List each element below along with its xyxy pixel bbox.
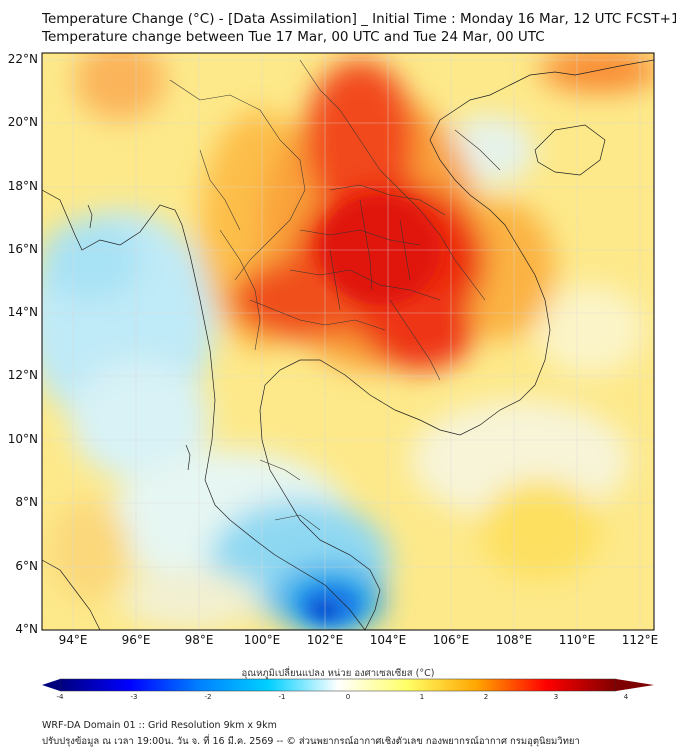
footer-model-info: WRF-DA Domain 01 :: Grid Resolution 9km …: [42, 720, 277, 731]
chart-subtitle: Temperature change between Tue 17 Mar, 0…: [42, 29, 545, 45]
lat-label: 8°N: [15, 495, 38, 509]
colorbar-tick: -2: [204, 693, 212, 701]
lat-label: 22°N: [7, 52, 38, 66]
lat-label: 6°N: [15, 559, 38, 573]
colorbar-tick: -4: [56, 693, 64, 701]
colorbar-title: อุณหภูมิเปลี่ยนแปลง หน่วย องศาเซลเซียส (…: [241, 668, 435, 679]
lat-label: 4°N: [15, 622, 38, 636]
lat-label: 14°N: [7, 305, 38, 319]
temperature-field: [42, 53, 654, 630]
footer-credit: ปรับปรุงข้อมูล ณ เวลา 19:00น. วัน จ. ที่…: [42, 736, 580, 747]
gridlines: [42, 53, 654, 630]
colorbar-tick: 3: [553, 693, 559, 701]
lon-label: 96°E: [121, 633, 151, 647]
lat-label: 10°N: [7, 432, 38, 446]
admin-borders: [169, 59, 501, 531]
colorbar-tick: 0: [345, 693, 351, 701]
lon-label: 98°E: [184, 633, 214, 647]
chart-title: Temperature Change (°C) - [Data Assimila…: [42, 11, 676, 27]
colorbar: [42, 678, 654, 692]
lat-label: 16°N: [7, 242, 38, 256]
map-frame: [41, 52, 655, 631]
lon-label: 102°E: [306, 633, 344, 647]
lon-label: 110°E: [558, 633, 596, 647]
lat-label: 12°N: [7, 368, 38, 382]
lon-label: 112°E: [621, 633, 659, 647]
lon-label: 106°E: [432, 633, 470, 647]
colorbar-tick: 1: [419, 693, 425, 701]
lon-label: 104°E: [369, 633, 407, 647]
colorbar-tick: 4: [623, 693, 629, 701]
lon-label: 94°E: [58, 633, 88, 647]
colorbar-tick: -3: [130, 693, 138, 701]
colorbar-tick: 2: [483, 693, 489, 701]
lat-label: 18°N: [7, 179, 38, 193]
lat-label: 20°N: [7, 115, 38, 129]
lon-label: 100°E: [243, 633, 281, 647]
coastlines: [42, 59, 654, 630]
colorbar-tick: -1: [278, 693, 286, 701]
lon-label: 108°E: [495, 633, 533, 647]
